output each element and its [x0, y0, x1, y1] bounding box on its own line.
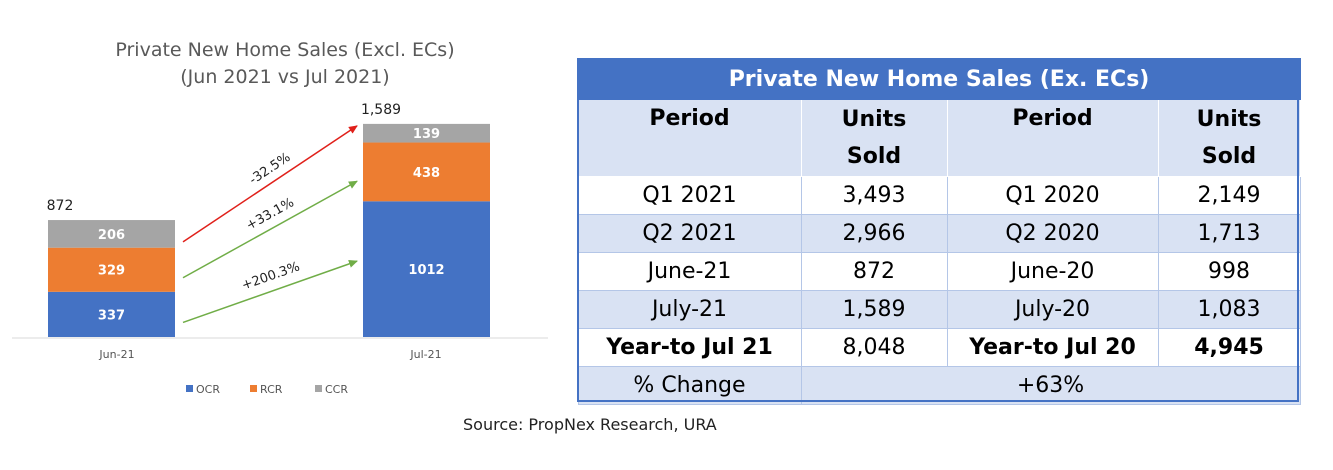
- units-cell: 998: [1157, 252, 1301, 291]
- header-period-1: Period: [577, 98, 802, 177]
- chart-subtitle: (Jun 2021 vs Jul 2021): [180, 66, 389, 88]
- header-sold-2: Sold: [1201, 144, 1257, 169]
- x-tick-label: Jun-21: [98, 348, 134, 361]
- chart-svg: Private New Home Sales (Excl. ECs) (Jun …: [12, 39, 548, 396]
- units-cell: 1,083: [1157, 290, 1301, 329]
- legend-label: OCR: [196, 383, 220, 396]
- data-label: 329: [98, 264, 125, 279]
- legend-label: CCR: [325, 383, 348, 396]
- period-cell: July-20: [946, 290, 1159, 329]
- change-arrow: [182, 260, 358, 324]
- header-units-1: Units: [841, 107, 907, 132]
- x-tick-label: Jul-21: [409, 348, 441, 361]
- table-row: % Change +63%: [577, 366, 1301, 405]
- table-title: Private New Home Sales (Ex. ECs): [576, 58, 1302, 100]
- sales-table: Private New Home Sales (Ex. ECs) Period …: [576, 58, 1302, 405]
- units-cell: 8,048: [800, 328, 948, 367]
- chart-title: Private New Home Sales (Excl. ECs): [115, 39, 454, 61]
- bar-segment-ccr-jul-21: [363, 123, 490, 143]
- bar-segment-ocr-jun-21: [48, 291, 175, 337]
- stacked-bar-chart: Private New Home Sales (Excl. ECs) (Jun …: [0, 0, 560, 420]
- data-label: 139: [413, 127, 440, 142]
- table-row: Year-to Jul 21 8,048 Year-to Jul 20 4,94…: [577, 328, 1301, 367]
- header-sold-1: Sold: [846, 144, 902, 169]
- data-label: 438: [413, 166, 440, 181]
- units-cell: 2,149: [1157, 176, 1301, 215]
- total-label: 1,589: [361, 102, 401, 118]
- header-period-2: Period: [946, 98, 1159, 177]
- total-label: 872: [47, 198, 74, 214]
- period-cell: June-20: [946, 252, 1159, 291]
- period-cell: Q2 2021: [577, 214, 802, 253]
- data-label: 206: [98, 228, 125, 243]
- source-note: Source: PropNex Research, URA: [463, 415, 717, 434]
- header-units-2: Units: [1196, 107, 1262, 132]
- bars-layer: 337 329 206 872 Jun-21 1012 438 139 1,589 Jul-21: [47, 102, 490, 361]
- data-label: 337: [98, 308, 125, 323]
- period-cell: July-21: [577, 290, 802, 329]
- change-annotation: -32.5%: [247, 150, 294, 188]
- legend-label: RCR: [260, 383, 283, 396]
- period-cell: Year-to Jul 20: [946, 328, 1159, 367]
- change-annotation: +200.3%: [240, 259, 302, 293]
- bar-segment-ccr-jun-21: [48, 220, 175, 248]
- bar-segment-rcr-jul-21: [363, 142, 490, 202]
- header-units-sold-1: Units Sold: [800, 98, 948, 177]
- bar-segment-ocr-jul-21: [363, 201, 490, 337]
- units-cell: 4,945: [1157, 328, 1301, 367]
- bar-segment-rcr-jun-21: [48, 247, 175, 292]
- header-units-sold-2: Units Sold: [1157, 98, 1301, 177]
- legend-swatch-rcr: [250, 385, 257, 392]
- period-cell: Q2 2020: [946, 214, 1159, 253]
- table-row: June-21 872 June-20 998: [577, 252, 1301, 291]
- units-cell: 1,589: [800, 290, 948, 329]
- change-value-cell: +63%: [800, 366, 1301, 405]
- units-cell: 872: [800, 252, 948, 291]
- period-cell: Q1 2021: [577, 176, 802, 215]
- annotations-layer: -32.5% +33.1% +200.3%: [182, 125, 358, 324]
- table-row: Q2 2021 2,966 Q2 2020 1,713: [577, 214, 1301, 253]
- legend-swatch-ocr: [186, 385, 193, 392]
- period-cell: Year-to Jul 21: [577, 328, 802, 367]
- legend: OCR RCR CCR: [186, 383, 348, 396]
- table-row: Q1 2021 3,493 Q1 2020 2,149: [577, 176, 1301, 215]
- data-label: 1012: [408, 263, 444, 278]
- units-cell: 2,966: [800, 214, 948, 253]
- period-cell: Q1 2020: [946, 176, 1159, 215]
- legend-swatch-ccr: [315, 385, 322, 392]
- change-label-cell: % Change: [577, 366, 802, 405]
- change-arrow: [182, 125, 358, 243]
- change-arrow: [182, 180, 358, 279]
- units-cell: 1,713: [1157, 214, 1301, 253]
- change-annotation: +33.1%: [244, 195, 297, 233]
- units-cell: 3,493: [800, 176, 948, 215]
- table-row: July-21 1,589 July-20 1,083: [577, 290, 1301, 329]
- period-cell: June-21: [577, 252, 802, 291]
